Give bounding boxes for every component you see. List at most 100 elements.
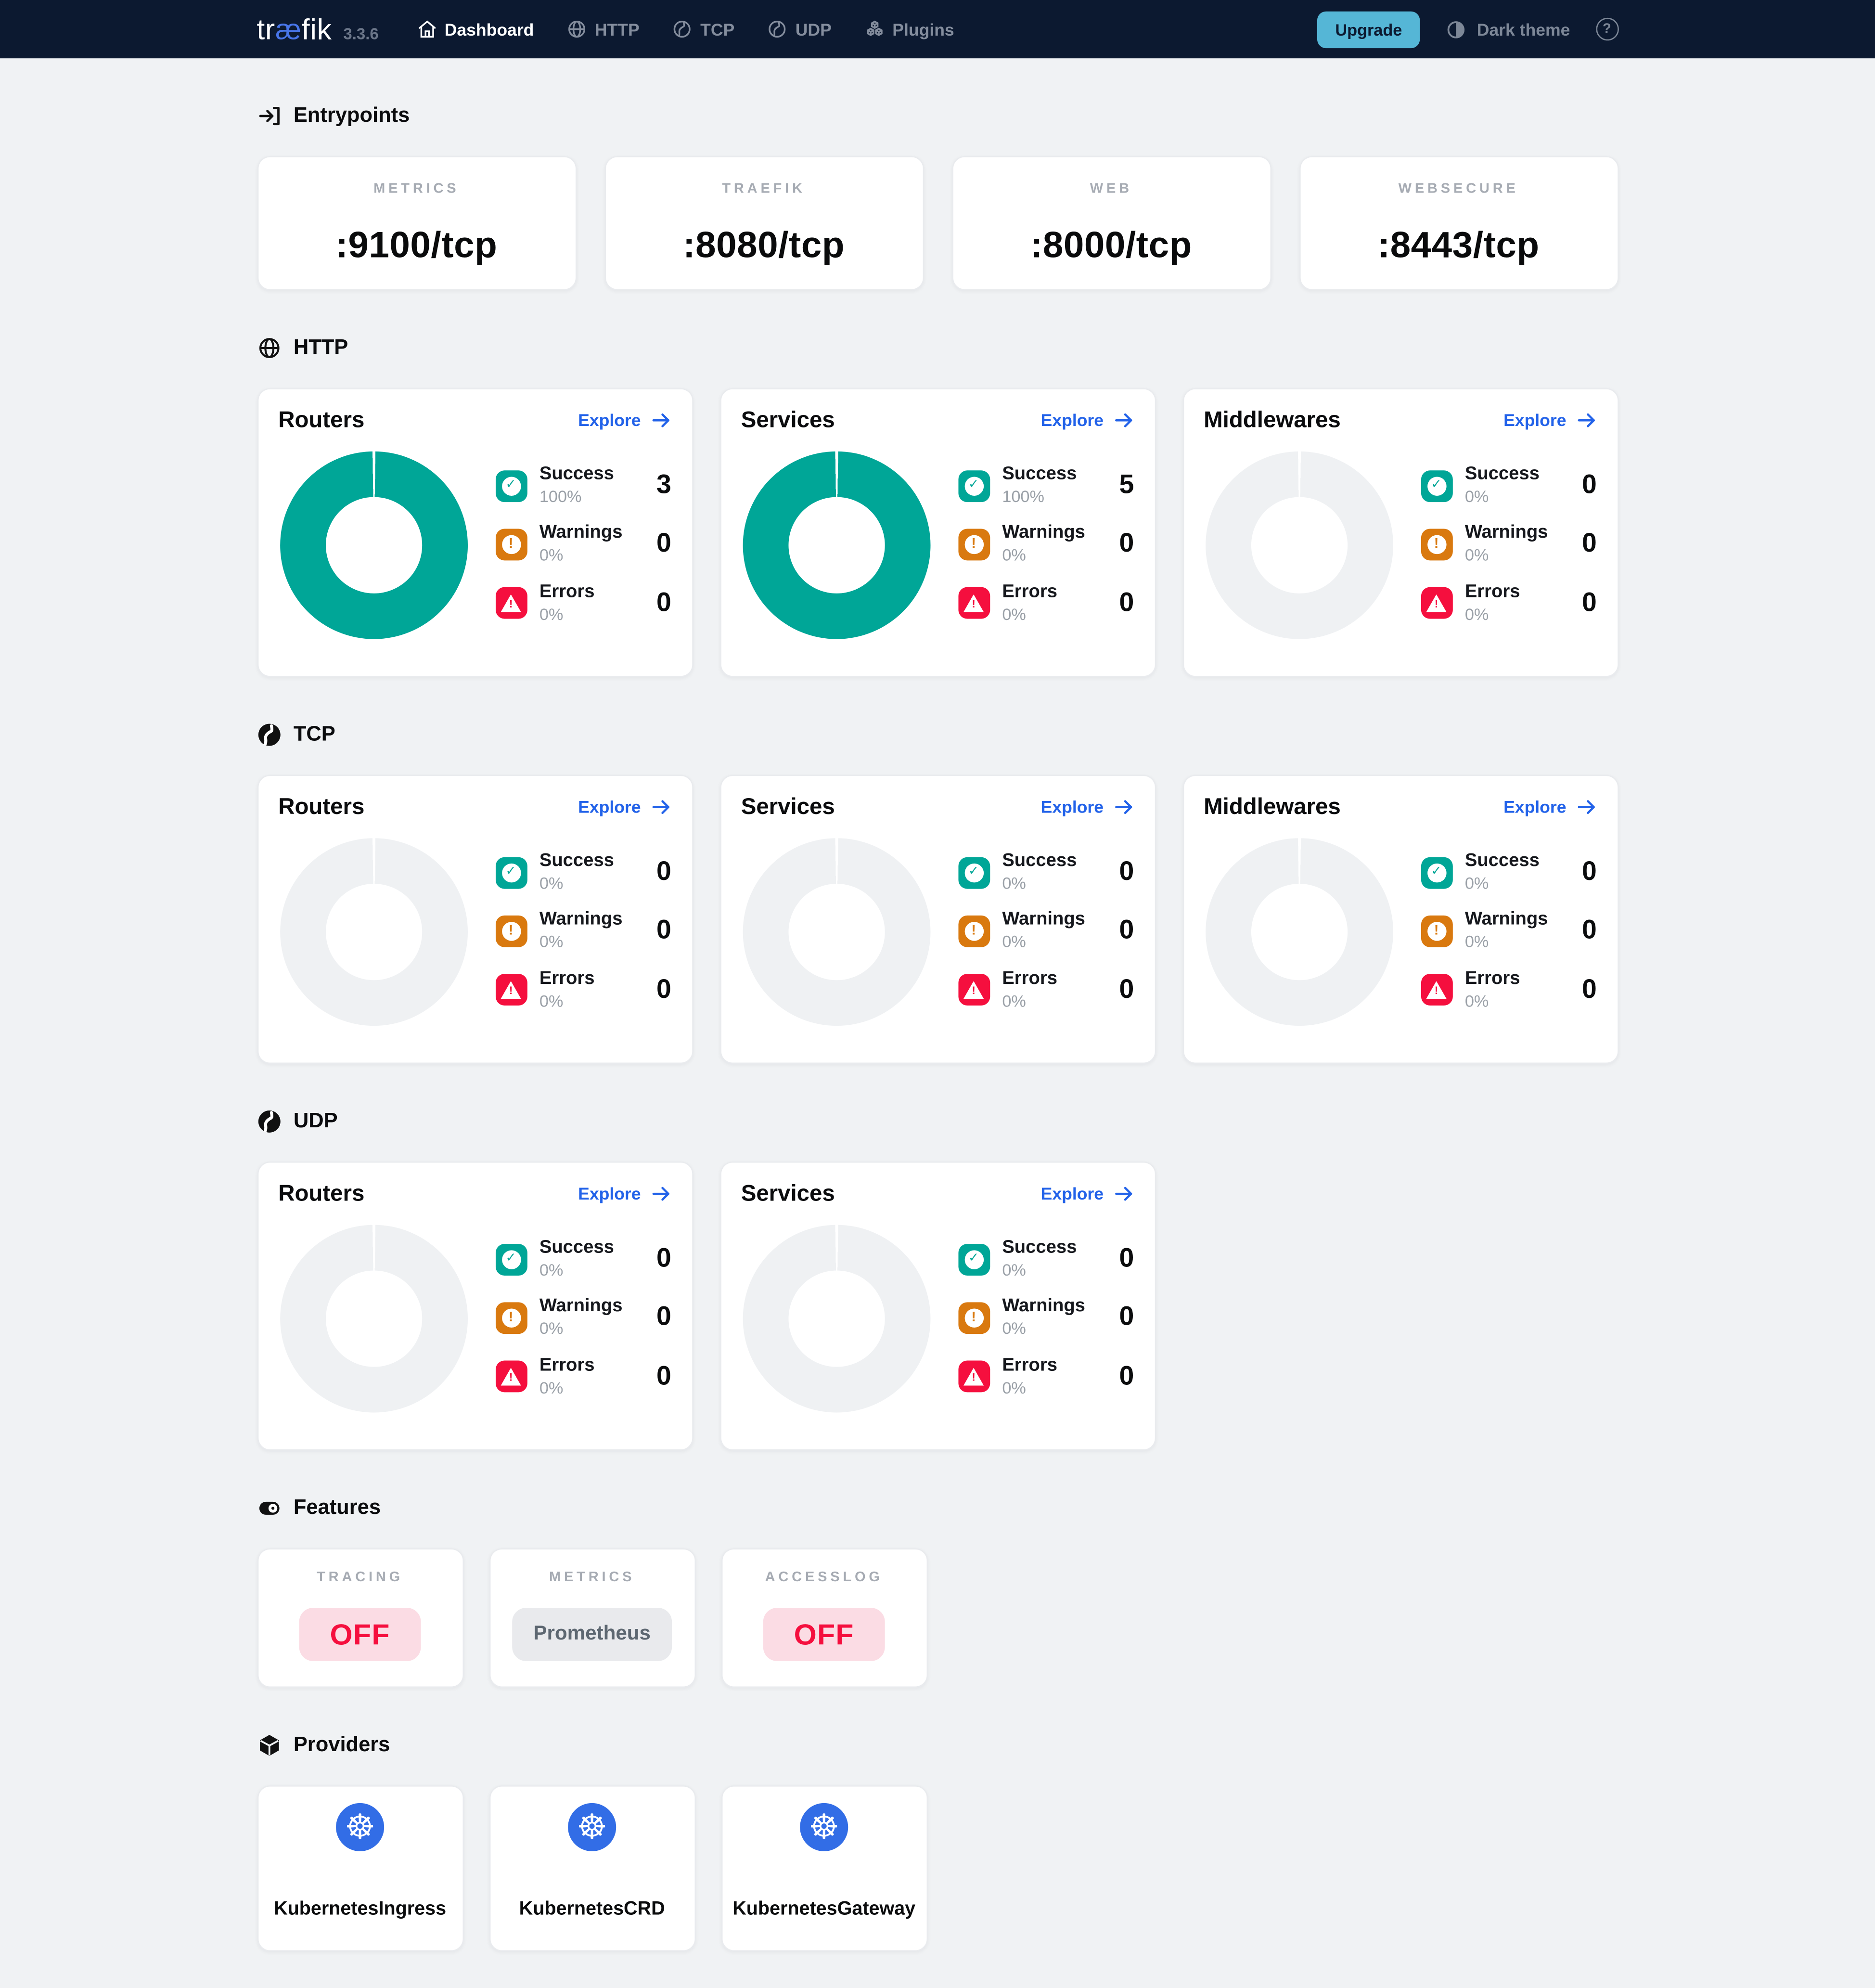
kubernetes-icon: ☸ bbox=[336, 1803, 385, 1851]
success-icon: ✓ bbox=[495, 470, 527, 502]
donut-legend: ✓ Success 0% 0 ! Warnings 0% 0 ! bbox=[495, 851, 671, 1010]
errors-count: 0 bbox=[656, 1361, 671, 1391]
donut-chart bbox=[1205, 451, 1393, 639]
theme-toggle[interactable]: Dark theme bbox=[1445, 18, 1570, 40]
provider-name: KubernetesGateway bbox=[732, 1898, 916, 1920]
http-heading: HTTP bbox=[257, 336, 1618, 360]
legend-row-errors: ! Errors 0% 0 bbox=[495, 968, 671, 1010]
legend-row-success: ✓ Success 100% 5 bbox=[958, 465, 1134, 506]
donut-legend: ✓ Success 0% 0 ! Warnings 0% 0 ! bbox=[1420, 851, 1597, 1010]
success-icon: ✓ bbox=[958, 1243, 989, 1276]
nav-item-udp[interactable]: UDP bbox=[768, 19, 832, 39]
arrow-right-icon bbox=[1577, 800, 1594, 814]
feature-status-badge: OFF bbox=[763, 1608, 885, 1661]
explore-link[interactable]: Explore bbox=[578, 796, 671, 818]
explore-link[interactable]: Explore bbox=[1503, 410, 1597, 431]
card-title: Services bbox=[741, 1180, 835, 1206]
entrypoint-port: :8000/tcp bbox=[1030, 225, 1192, 267]
provider-name: KubernetesIngress bbox=[274, 1898, 447, 1920]
success-icon: ✓ bbox=[958, 470, 989, 502]
warnings-count: 0 bbox=[656, 1303, 671, 1332]
provider-card-kubernetes-ingress: ☸ KubernetesIngress bbox=[257, 1785, 463, 1952]
card-title: Services bbox=[741, 407, 835, 433]
traefik-logo[interactable]: træfik 3.3.6 bbox=[257, 12, 379, 45]
section-udp: UDP Routers Explore bbox=[257, 1110, 1618, 1451]
help-button[interactable]: ? bbox=[1595, 17, 1618, 41]
globe-icon bbox=[568, 21, 586, 38]
http-services-card: Services Explore ✓ Success 100% 5 bbox=[719, 388, 1156, 677]
section-tcp: TCP Routers Explore bbox=[257, 723, 1618, 1064]
legend-row-success: ✓ Success 0% 0 bbox=[1420, 851, 1597, 893]
arrow-right-icon bbox=[652, 800, 669, 814]
card-title: Services bbox=[741, 794, 835, 819]
pipe-icon bbox=[257, 1110, 280, 1133]
nav-item-tcp[interactable]: TCP bbox=[672, 19, 734, 39]
tcp-heading: TCP bbox=[257, 723, 1618, 747]
success-icon: ✓ bbox=[1420, 470, 1452, 502]
legend-row-errors: ! Errors 0% 0 bbox=[1420, 968, 1597, 1010]
legend-row-warnings: ! Warnings 0% 0 bbox=[495, 1296, 671, 1339]
legend-row-success: ✓ Success 0% 0 bbox=[958, 1238, 1134, 1280]
errors-count: 0 bbox=[656, 588, 671, 618]
explore-link[interactable]: Explore bbox=[578, 410, 671, 431]
legend-row-errors: ! Errors 0% 0 bbox=[495, 581, 671, 624]
udp-heading: UDP bbox=[257, 1110, 1618, 1134]
legend-row-success: ✓ Success 0% 0 bbox=[495, 851, 671, 893]
legend-row-warnings: ! Warnings 0% 0 bbox=[495, 910, 671, 952]
warning-icon: ! bbox=[958, 529, 989, 561]
navbar: træfik 3.3.6 Dashboard HTTP TCP bbox=[0, 0, 1875, 59]
error-icon: ! bbox=[1420, 587, 1452, 620]
warnings-count: 0 bbox=[1581, 916, 1597, 945]
nav-item-plugins[interactable]: Plugins bbox=[864, 19, 954, 39]
pipe-icon bbox=[769, 21, 786, 38]
explore-link[interactable]: Explore bbox=[1041, 1183, 1134, 1205]
legend-row-warnings: ! Warnings 0% 0 bbox=[1420, 523, 1597, 565]
pipe-icon bbox=[257, 723, 280, 746]
warning-icon: ! bbox=[1420, 915, 1452, 947]
warnings-count: 0 bbox=[1119, 529, 1134, 559]
entrypoint-port: :8080/tcp bbox=[683, 225, 845, 267]
legend-row-warnings: ! Warnings 0% 0 bbox=[958, 1296, 1134, 1339]
card-title: Routers bbox=[278, 794, 365, 819]
success-icon: ✓ bbox=[958, 857, 989, 889]
upgrade-button[interactable]: Upgrade bbox=[1317, 11, 1420, 48]
feature-status-badge: Prometheus bbox=[512, 1608, 672, 1661]
provider-card-kubernetes-gateway: ☸ KubernetesGateway bbox=[720, 1785, 927, 1952]
warnings-count: 0 bbox=[1119, 916, 1134, 945]
feature-status-badge: OFF bbox=[299, 1608, 421, 1661]
section-features: Features TRACING OFF METRICS Prometheus … bbox=[257, 1496, 1618, 1688]
donut-legend: ✓ Success 0% 0 ! Warnings 0% 0 ! bbox=[958, 851, 1134, 1010]
nav-item-http[interactable]: HTTP bbox=[567, 19, 640, 39]
success-icon: ✓ bbox=[1420, 857, 1452, 889]
nav-item-dashboard[interactable]: Dashboard bbox=[417, 19, 534, 39]
warnings-count: 0 bbox=[656, 916, 671, 945]
warnings-count: 0 bbox=[1119, 1303, 1134, 1332]
explore-link[interactable]: Explore bbox=[1503, 796, 1597, 818]
warning-icon: ! bbox=[1420, 529, 1452, 561]
arrow-right-icon bbox=[652, 413, 669, 427]
legend-row-errors: ! Errors 0% 0 bbox=[958, 581, 1134, 624]
success-count: 0 bbox=[1119, 857, 1134, 887]
donut-chart bbox=[742, 1224, 930, 1412]
success-icon: ✓ bbox=[495, 1243, 527, 1276]
success-count: 0 bbox=[1119, 1244, 1134, 1274]
explore-link[interactable]: Explore bbox=[1041, 796, 1134, 818]
card-title: Middlewares bbox=[1204, 407, 1341, 433]
donut-legend: ✓ Success 0% 0 ! Warnings 0% 0 ! bbox=[958, 1238, 1134, 1397]
toggle-icon bbox=[258, 1501, 279, 1515]
entrypoints-icon bbox=[258, 106, 279, 126]
explore-link[interactable]: Explore bbox=[578, 1183, 671, 1205]
success-count: 0 bbox=[1581, 857, 1597, 887]
errors-count: 0 bbox=[1119, 974, 1134, 1004]
entrypoint-card-web: WEB :8000/tcp bbox=[951, 156, 1271, 291]
legend-row-success: ✓ Success 100% 3 bbox=[495, 465, 671, 506]
explore-link[interactable]: Explore bbox=[1041, 410, 1134, 431]
contrast-icon bbox=[1447, 20, 1464, 38]
cube-icon bbox=[259, 1735, 279, 1756]
version-label: 3.3.6 bbox=[343, 25, 379, 43]
legend-row-success: ✓ Success 0% 0 bbox=[495, 1238, 671, 1280]
dashboard-main: Entrypoints METRICS :9100/tcp TRAEFIK :8… bbox=[257, 58, 1618, 1952]
section-providers: Providers ☸ KubernetesIngress ☸ Kubernet… bbox=[257, 1733, 1618, 1952]
provider-name: KubernetesCRD bbox=[519, 1898, 665, 1920]
warning-icon: ! bbox=[495, 915, 527, 947]
